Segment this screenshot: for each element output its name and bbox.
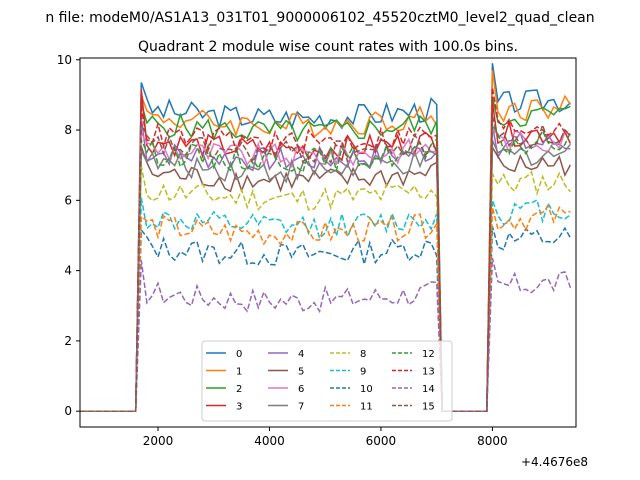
legend-label-6: 6	[298, 384, 304, 395]
legend-label-5: 5	[298, 367, 304, 378]
y-tick-label: 2	[64, 334, 72, 348]
legend-label-4: 4	[298, 349, 304, 360]
x-offset-label: +4.4676e8	[521, 455, 588, 469]
legend-label-10: 10	[360, 384, 373, 395]
y-tick-label: 8	[64, 123, 72, 137]
legend-label-9: 9	[360, 367, 366, 378]
x-tick-label: 8000	[477, 434, 508, 448]
x-tick-label: 6000	[366, 434, 397, 448]
legend-label-3: 3	[236, 402, 242, 413]
legend-label-8: 8	[360, 349, 366, 360]
legend-label-7: 7	[298, 402, 304, 413]
y-tick-label: 0	[64, 404, 72, 418]
y-tick-label: 6	[64, 193, 72, 207]
chart-title: Quadrant 2 module wise count rates with …	[138, 39, 518, 55]
legend-label-15: 15	[422, 402, 435, 413]
chart-suptitle: n file: modeM0/AS1A13_031T01_9000006102_…	[45, 10, 594, 26]
x-tick-label: 2000	[143, 434, 174, 448]
x-tick-label: 4000	[254, 434, 285, 448]
y-tick-label: 4	[64, 264, 72, 278]
legend-label-14: 14	[422, 384, 435, 395]
plot-lines	[80, 63, 572, 412]
legend-label-11: 11	[360, 402, 373, 413]
legend-label-0: 0	[236, 349, 242, 360]
y-tick-label: 10	[57, 53, 72, 67]
series-line-15	[80, 115, 571, 412]
legend-label-13: 13	[422, 367, 435, 378]
series-line-14	[80, 257, 572, 412]
legend-frame	[201, 340, 453, 422]
legend-label-2: 2	[236, 384, 242, 395]
series-line-9	[80, 197, 571, 412]
plot-frame	[79, 57, 577, 428]
legend-label-1: 1	[236, 367, 242, 378]
legend-label-12: 12	[422, 349, 435, 360]
